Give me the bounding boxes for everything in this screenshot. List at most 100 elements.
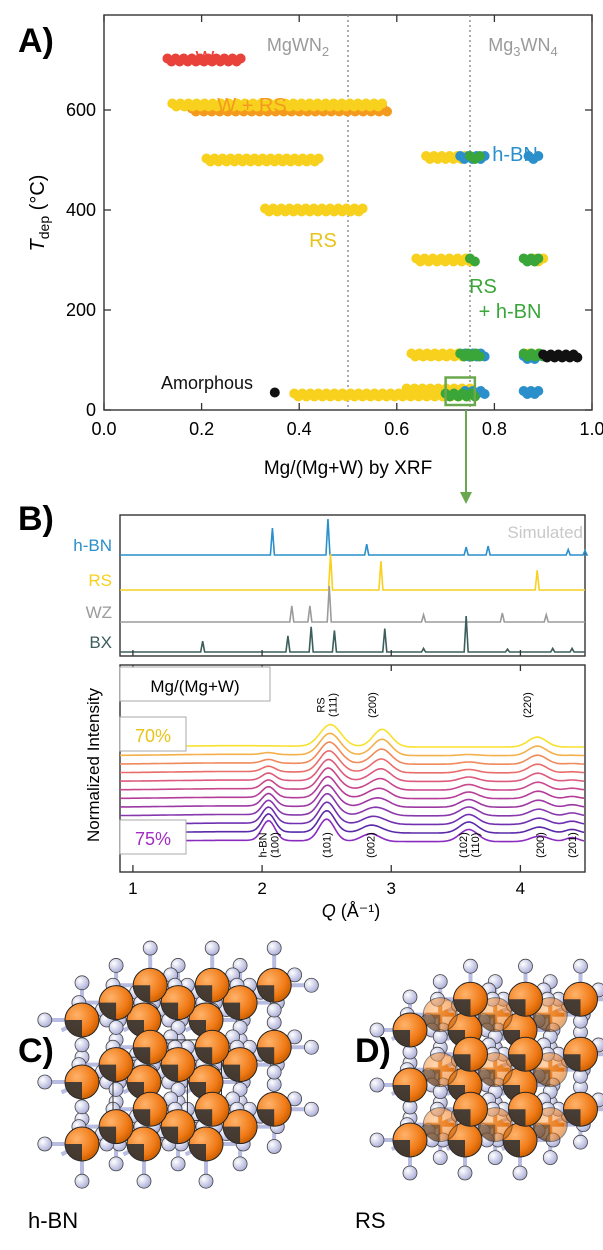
- legend-bottom-label: 75%: [135, 829, 171, 849]
- hbn-peak-label: (101): [322, 832, 334, 858]
- sim-label-h-bn: h-BN: [73, 536, 112, 555]
- panel-b-meas-frame: [119, 664, 586, 873]
- atoms: [37, 940, 319, 1189]
- point-rs-h-bn: [469, 256, 480, 267]
- metal-atom-shade: [478, 1124, 496, 1142]
- metal-atom: [222, 1047, 258, 1083]
- panel-label-a: A): [18, 22, 54, 60]
- phase-label-rs-hbn-1: RS: [469, 276, 497, 298]
- phase-label-hbn: h-BN: [492, 144, 538, 166]
- metal-atom: [453, 1036, 488, 1072]
- metal-atom-shade: [533, 1069, 551, 1087]
- metal-atom-shade: [133, 1047, 151, 1065]
- panel-label-c: C): [18, 1032, 54, 1070]
- sim-label-bx: BX: [89, 633, 112, 652]
- connector-arrow: [460, 492, 472, 504]
- metal-atom-shade: [453, 1054, 471, 1072]
- nitrogen-atom: [198, 1173, 214, 1189]
- metal-atom-shade: [478, 1014, 496, 1032]
- hbn-peak-label: (201): [567, 832, 579, 858]
- metal-atom-shade: [563, 1109, 581, 1127]
- metal-atom: [64, 1064, 100, 1100]
- legend-title-box: [119, 666, 271, 702]
- point-rs: [357, 203, 368, 214]
- measured-pattern: [120, 750, 585, 774]
- hbn-peak-label: (002): [366, 832, 378, 858]
- point-h-bn: [533, 151, 544, 161]
- legend-top-box: [119, 716, 187, 752]
- y-tick-label: 0: [86, 400, 96, 420]
- nitrogen-atom: [108, 1156, 124, 1172]
- metal-atom: [160, 985, 196, 1021]
- sim-pattern-bx: [120, 615, 585, 653]
- metal-atom-shade: [127, 1082, 144, 1099]
- label-mg3wn4: Mg3WN4: [488, 35, 557, 59]
- x-tick-label: 1.0: [579, 419, 603, 439]
- nitrogen-atom: [108, 1082, 124, 1097]
- metal-atom-shade: [127, 1020, 144, 1037]
- sim-label-rs: RS: [88, 571, 112, 590]
- structure-label-rs: RS: [355, 1208, 386, 1233]
- nitrogen-atom: [266, 1064, 282, 1080]
- y-axis-label: Tdep (°C): [27, 175, 52, 252]
- metal-atom-shade: [508, 1054, 526, 1072]
- metal-atom-shade: [127, 1144, 144, 1161]
- panel-a-scatter: 0.0 0.2 0.4 0.6 0.8 1.0 0 200 400 600 Mg/(Mg+W) b…: [27, 14, 603, 479]
- x-axis-label-b: Q (Å⁻¹): [322, 901, 381, 921]
- legend-title: Mg/(Mg+W): [150, 677, 239, 696]
- measured-pattern: [120, 792, 585, 817]
- point-h-bn: [479, 389, 490, 399]
- metal-atom-shade: [503, 1140, 520, 1157]
- measured-pattern: [120, 801, 585, 826]
- metal-atom-shade: [195, 1109, 213, 1127]
- metal-atom-shade: [99, 1126, 117, 1144]
- metal-atom: [563, 1091, 598, 1127]
- point-h-bn: [533, 386, 544, 396]
- metal-atom: [126, 1126, 162, 1162]
- metal-atom: [477, 997, 513, 1033]
- nitrogen-atom: [204, 940, 220, 956]
- metal-atom: [132, 967, 168, 1003]
- metal-atom-shade: [533, 1124, 551, 1142]
- metal-atom-shade: [257, 1047, 275, 1065]
- y-axis-label-b: Normalized Intensity: [84, 688, 103, 843]
- metal-atom-shade: [393, 1030, 410, 1047]
- point-w-rs: [382, 106, 393, 117]
- measured-pattern: [120, 758, 585, 783]
- metal-atom: [126, 1002, 162, 1038]
- metal-atom: [160, 1109, 196, 1145]
- measured-pattern: [120, 723, 584, 748]
- nitrogen-atom: [266, 940, 282, 956]
- nitrogen-atom: [573, 1134, 588, 1150]
- metal-atom-shade: [478, 1069, 496, 1087]
- metal-atom: [132, 1029, 168, 1065]
- metal-atom-shade: [133, 985, 151, 1003]
- metal-atom: [508, 1091, 543, 1127]
- metal-atom-shade: [257, 985, 275, 1003]
- metal-atom-shade: [161, 1126, 179, 1144]
- nitrogen-atom: [432, 974, 448, 989]
- nitrogen-atom: [108, 1020, 124, 1035]
- metal-atom-shade: [195, 985, 213, 1003]
- hbn-peak-label: (110): [470, 833, 482, 858]
- panel-label-b: B): [18, 500, 54, 538]
- x-tick-label: 2: [257, 879, 266, 898]
- nitrogen-atom: [232, 1156, 248, 1172]
- phase-label-w: W: [196, 48, 215, 70]
- metal-atom-shade: [65, 1020, 82, 1037]
- panel-a-ticks: 0.0 0.2 0.4 0.6 0.8 1.0 0 200 400 600: [66, 15, 603, 439]
- measured-pattern: [120, 818, 585, 843]
- point-rs-h-bn: [474, 351, 485, 362]
- metal-atom-shade: [453, 999, 471, 1017]
- legend-bottom-box: [119, 819, 187, 855]
- nitrogen-atom: [432, 1150, 448, 1165]
- hbn-peak-label: (100): [270, 832, 282, 858]
- nitrogen-atom: [457, 1165, 473, 1181]
- nitrogen-atom: [74, 1037, 90, 1053]
- metal-atom-shade: [195, 1047, 213, 1065]
- nitrogen-atom: [518, 958, 533, 974]
- nitrogen-atom: [37, 1136, 53, 1152]
- metal-atom: [453, 1091, 488, 1127]
- crystal-structure-hbn: [37, 940, 319, 1189]
